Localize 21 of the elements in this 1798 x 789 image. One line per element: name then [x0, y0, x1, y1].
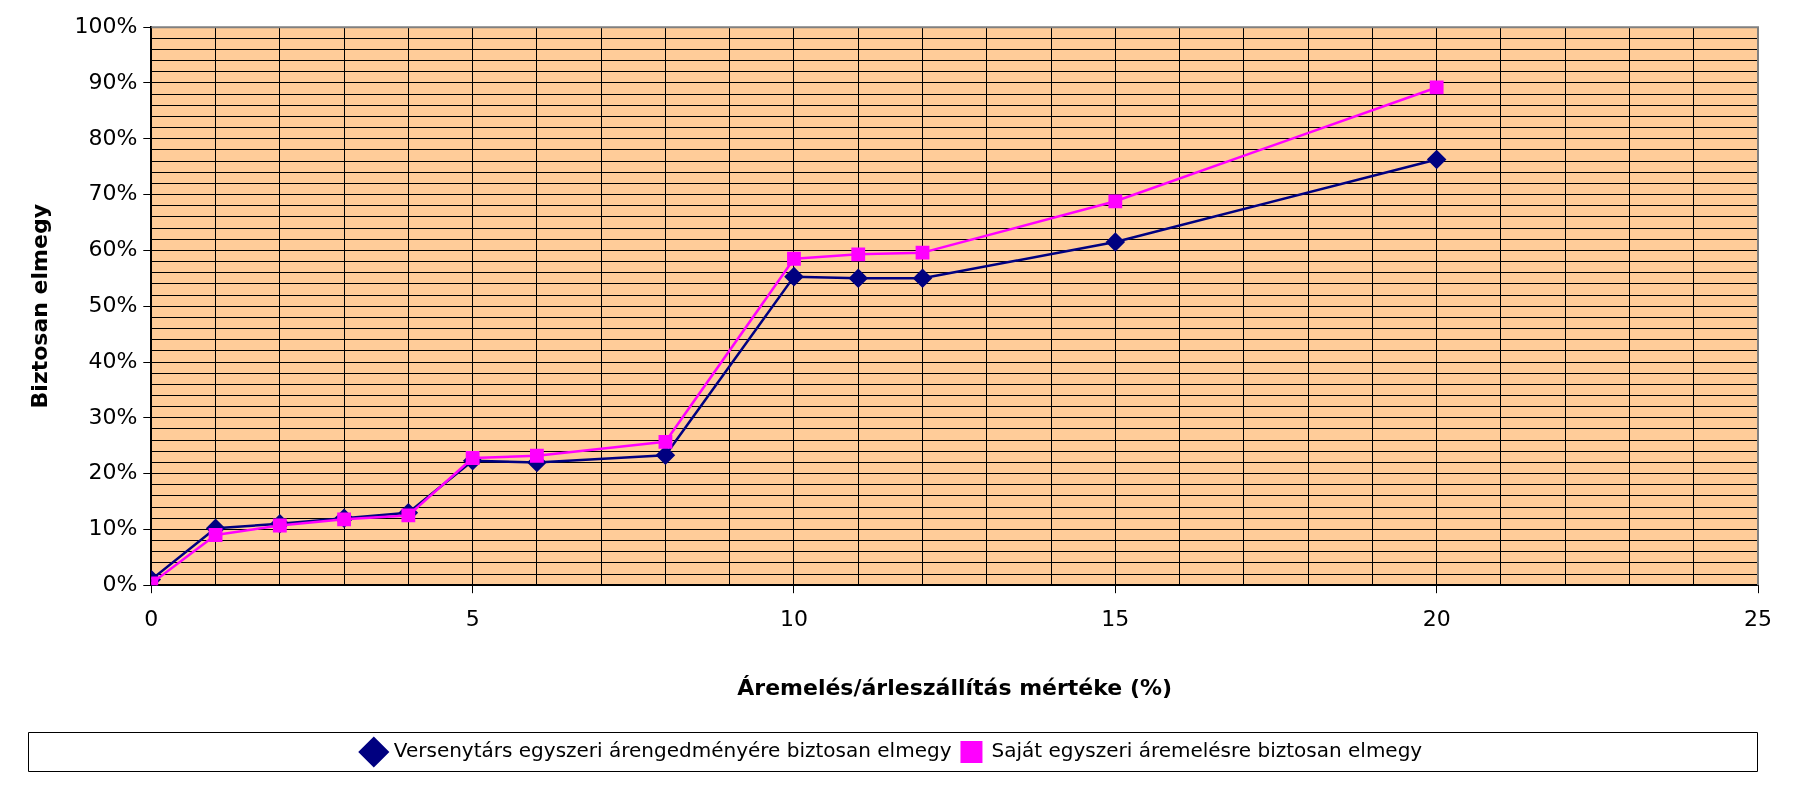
y-tick-label: 50%: [88, 291, 138, 317]
x-tick-label: 25: [1744, 606, 1772, 632]
y-tick-label: 30%: [88, 403, 138, 429]
y-tick-label: 70%: [88, 180, 138, 206]
x-tick-label: 10: [779, 606, 808, 632]
x-tick-label: 0: [144, 606, 159, 632]
y-axis-title: Biztosan elmegy: [26, 204, 52, 409]
x-tick-label: 20: [1422, 606, 1451, 632]
legend-label: Saját egyszeri áremelésre biztosan elmegy: [991, 738, 1423, 763]
y-tick-label: 90%: [88, 68, 138, 94]
y-tick-label: 100%: [74, 12, 138, 38]
x-tick-label: 15: [1101, 606, 1130, 632]
y-tick-label: 20%: [88, 459, 138, 485]
y-tick-label: 10%: [88, 515, 138, 541]
x-axis-title: Áremelés/árleszállítás mértéke (%): [737, 674, 1173, 700]
x-tick-label: 5: [465, 606, 480, 632]
y-tick-label: 80%: [88, 124, 138, 150]
y-tick-label: 40%: [88, 347, 138, 373]
y-tick-label: 0%: [102, 570, 138, 596]
y-tick-label: 60%: [88, 236, 138, 262]
legend-label: Versenytárs egyszeri árengedményére biztosan elmegy: [393, 738, 952, 763]
